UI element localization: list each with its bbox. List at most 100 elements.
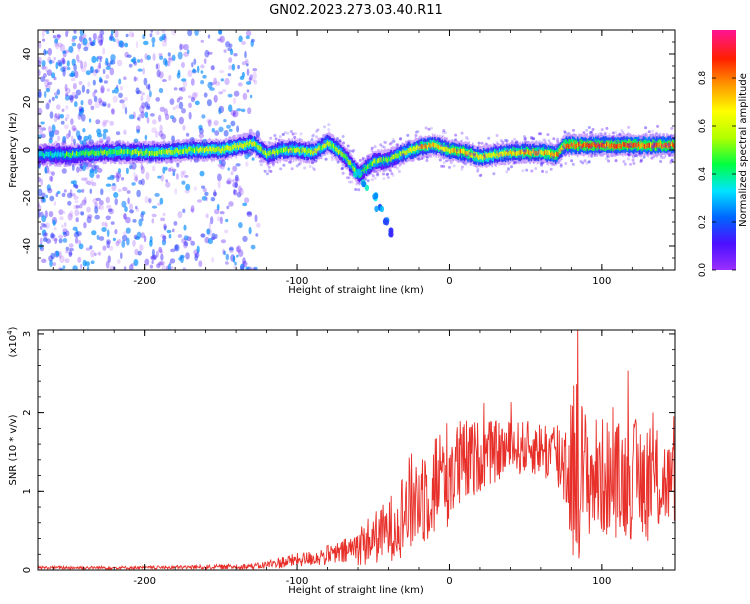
spectrogram-ridge-cell <box>264 150 267 156</box>
spectrogram-halo-cell <box>662 144 666 148</box>
spectrogram-halo-cell <box>552 137 556 141</box>
spectrogram-noise-blob <box>144 258 150 266</box>
spectrogram-halo-cell <box>267 162 271 166</box>
spectrogram-ridge-cell <box>447 147 450 152</box>
spectrogram-noise-blob <box>161 239 167 246</box>
spectrogram-noise-blob <box>230 120 236 127</box>
spectrogram-ridge-cell <box>384 157 386 163</box>
spectrogram-halo-cell <box>489 148 493 152</box>
spectrogram-ridge-cell <box>347 159 350 165</box>
spectrogram-noise-blob <box>69 252 73 256</box>
spectrogram-noise-blob <box>151 36 156 44</box>
spectrogram-ridge-cell <box>624 142 626 148</box>
spectrogram-ridge-cell <box>277 150 279 155</box>
spectrogram-noise-blob <box>177 234 183 238</box>
spectrogram-noise-blob <box>218 107 222 115</box>
spectrogram-noise-blob <box>148 198 152 204</box>
spectrogram-ridge-cell <box>56 152 58 158</box>
spectrogram-ridge-cell <box>353 167 356 173</box>
spectrogram-ridge-cell <box>480 154 483 159</box>
spectrogram-halo-cell <box>463 156 467 160</box>
spectrogram-noise-blob <box>51 124 56 133</box>
spectrogram-ridge-cell <box>181 149 184 154</box>
spectrogram-ridge-cell <box>656 142 658 148</box>
spectrogram-halo-cell <box>460 168 464 171</box>
spectrogram-noise-blob <box>98 62 102 69</box>
spectrogram-noise-blob <box>79 140 84 145</box>
spectrogram-noise-blob <box>100 35 104 43</box>
spectrogram-ridge-cell <box>240 142 242 148</box>
spectrogram-ridge-cell <box>618 143 620 149</box>
spectrogram-ridge-cell <box>134 148 136 154</box>
spectrogram-halo-cell <box>391 174 395 177</box>
spectrogram-halo-cell <box>654 132 658 136</box>
spectrogram-noise-blob <box>245 61 250 65</box>
spectrogram-ridge-cell <box>534 151 536 156</box>
spectrogram-ridge-cell <box>639 144 641 149</box>
spectrogram-noise-blob <box>64 124 69 130</box>
spectrogram-halo-cell <box>563 129 566 133</box>
spectrogram-ridge-cell <box>312 150 314 156</box>
spectrogram-halo-cell <box>327 128 331 131</box>
spectrogram-noise-blob <box>109 245 114 251</box>
spectrogram-noise-blob <box>71 135 74 143</box>
spectrogram-noise-blob <box>137 68 143 72</box>
spectrogram-halo-cell <box>564 152 567 156</box>
spectrogram-ridge-cell <box>44 153 46 159</box>
spectrogram-branch-cell <box>384 219 389 226</box>
spectrogram-noise-blob <box>159 197 164 205</box>
spectrogram-halo-cell <box>399 137 402 141</box>
spectrogram-halo-cell <box>589 131 592 134</box>
spectrogram-halo-cell <box>541 169 544 173</box>
spectrogram-ridge-cell <box>113 149 116 155</box>
spectrogram-halo-cell <box>651 144 654 148</box>
spectrogram-halo-cell <box>382 145 386 149</box>
spectrogram-ridge-cell <box>417 144 419 150</box>
spectrogram-noise-blob <box>52 237 58 242</box>
spectrogram-ridge-cell <box>456 150 458 155</box>
spectrogram-branch-cell <box>379 205 385 213</box>
spectrogram-noise-blob <box>223 250 227 256</box>
spectrogram-noise-blob <box>167 263 172 270</box>
spectrogram-noise-blob <box>151 127 157 134</box>
spectrogram-halo-cell <box>316 128 320 132</box>
spectrogram-noise-blob <box>187 30 193 37</box>
spectrogram-halo-cell <box>296 154 300 158</box>
spectrogram-halo-cell <box>629 145 632 149</box>
spectrogram-noise-blob <box>178 116 184 125</box>
spectrogram-ridge-cell <box>140 149 142 154</box>
spectrogram-noise-blob <box>90 66 94 73</box>
spectrogram-noise-blob <box>44 91 47 98</box>
spectrogram-noise-blob <box>237 64 241 70</box>
spectrogram-ridge-cell <box>604 143 607 149</box>
colorbar-gradient <box>712 30 736 270</box>
spectrogram-halo-cell <box>421 149 425 153</box>
spectrogram-noise-blob <box>106 229 110 238</box>
spectrogram-noise-blob <box>175 173 179 180</box>
spectrogram-ridge-cell <box>469 152 472 158</box>
spectrogram-halo-cell <box>486 147 490 151</box>
spectrogram-halo-cell <box>627 125 631 129</box>
spectrogram-ridge-cell <box>341 152 344 157</box>
spectrogram-noise-blob <box>135 77 139 81</box>
spectrogram-halo-cell <box>299 149 303 153</box>
colorbar-ticks: 0.00.20.40.60.8 <box>698 71 736 277</box>
spectrogram-noise-blob <box>77 48 81 52</box>
spectrogram-noise-blob <box>219 216 223 225</box>
spectrogram-noise-blob <box>100 85 105 94</box>
spectrogram-noise-blob <box>118 92 123 99</box>
spectrogram-noise-blob <box>182 208 186 213</box>
spectrogram-noise-blob <box>128 203 134 210</box>
spectrogram-branch-cell <box>361 180 366 188</box>
spectrogram-noise-blob <box>214 233 218 239</box>
spectrogram-halo-cell <box>482 154 486 157</box>
spectrogram-ridge-cell <box>163 149 166 155</box>
spectrogram-noise-blob <box>228 104 233 112</box>
spectrogram-ridge-cell <box>414 146 417 152</box>
spectrogram-halo-cell <box>537 148 541 152</box>
spectrogram-halo-cell <box>308 165 312 168</box>
spectrogram-halo-cell <box>294 132 298 135</box>
spectrogram-noise-blob <box>40 178 43 186</box>
spectrogram-halo-cell <box>271 154 275 158</box>
